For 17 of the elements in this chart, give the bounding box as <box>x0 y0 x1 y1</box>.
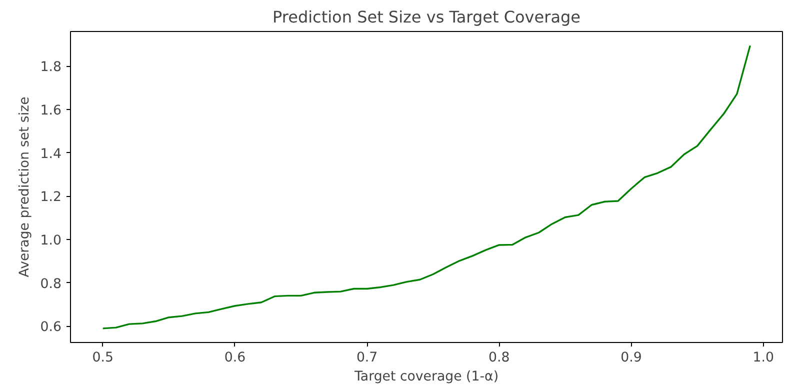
x-tick-label: 0.6 <box>224 350 246 366</box>
chart-title: Prediction Set Size vs Target Coverage <box>272 8 581 26</box>
x-axis-title: Target coverage (1-α) <box>353 370 499 384</box>
y-tick-label: 1.4 <box>40 146 62 162</box>
y-tick-label: 1.2 <box>40 190 62 206</box>
y-tick-label: 0.6 <box>40 320 62 336</box>
x-tick-label: 0.5 <box>92 350 114 366</box>
x-tick-label: 1.0 <box>752 350 774 366</box>
y-tick-label: 1.8 <box>40 60 62 76</box>
line-series <box>102 44 751 330</box>
x-tick-label: 0.9 <box>620 350 642 366</box>
x-tick-label: 0.8 <box>488 350 510 366</box>
y-tick-label: 1.6 <box>40 104 62 119</box>
y-tick-label: 0.8 <box>40 276 62 292</box>
y-tick-label: 1.0 <box>40 234 62 249</box>
x-tick-label: 0.7 <box>356 350 378 366</box>
y-axis-title: Average prediction set size <box>17 96 32 278</box>
